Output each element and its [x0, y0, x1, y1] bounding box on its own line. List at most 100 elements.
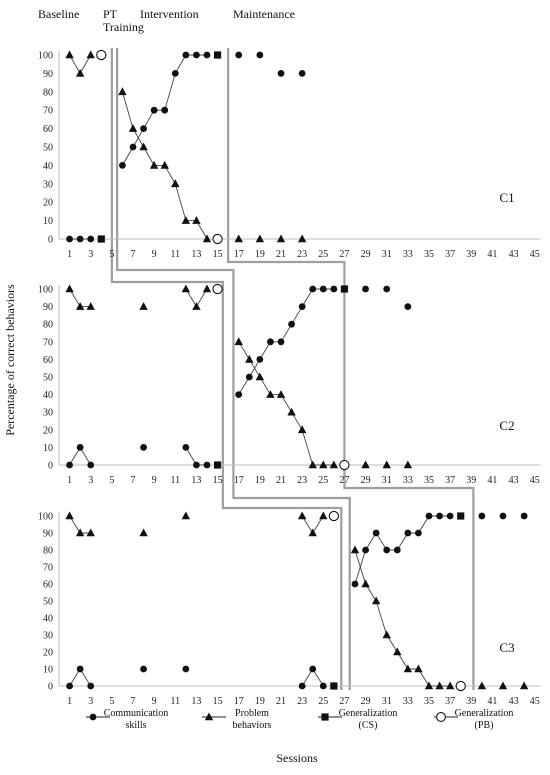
phase-label: Maintenance [233, 7, 295, 21]
x-tick-label: 17 [234, 249, 244, 260]
data-point-triangle [75, 68, 85, 77]
data-point-circle [256, 356, 264, 363]
x-tick-label: 21 [276, 249, 286, 260]
y-tick-label: 50 [43, 597, 53, 608]
x-tick-label: 43 [509, 696, 519, 707]
data-point-circle [119, 162, 126, 169]
x-tick-label: 9 [152, 249, 157, 260]
x-tick-label: 41 [487, 249, 497, 260]
data-point-circle [351, 580, 359, 588]
data-point-triangle [192, 216, 201, 224]
phase-label: Intervention [140, 7, 199, 21]
data-point-circle [193, 461, 200, 469]
data-point-open-circle [96, 49, 107, 61]
data-point-triangle [234, 234, 243, 243]
x-tick-label: 25 [318, 696, 328, 707]
data-point-circle [87, 682, 95, 690]
x-tick-label: 1 [67, 249, 72, 260]
data-point-triangle [297, 425, 307, 434]
data-point-triangle [181, 216, 191, 224]
series-line [354, 549, 451, 687]
series-triangle [65, 284, 413, 469]
legend-label: Communication skills [104, 708, 168, 731]
x-tick-label: 21 [276, 696, 286, 707]
phase-label: PT Training [103, 7, 144, 34]
series-circle [66, 285, 412, 469]
data-point-circle [140, 125, 147, 132]
data-point-triangle [75, 528, 85, 537]
x-tick-label: 1 [67, 475, 72, 486]
data-point-circle [235, 391, 243, 398]
data-point-triangle [118, 87, 127, 96]
x-tick-label: 27 [339, 475, 349, 486]
data-point-triangle [403, 460, 413, 469]
data-point-square [213, 461, 222, 469]
data-point-circle [372, 529, 380, 537]
data-point-square [97, 235, 105, 243]
data-point-triangle [403, 664, 413, 673]
x-tick-label: 27 [339, 696, 349, 707]
legend-marker-open-circle [436, 712, 446, 722]
x-tick-label: 33 [403, 249, 413, 260]
x-tick-label: 39 [466, 475, 476, 486]
data-point-circle [171, 70, 179, 77]
panel-label: C2 [499, 418, 514, 433]
x-tick-label: 5 [109, 475, 114, 486]
x-tick-label: 23 [297, 249, 307, 260]
data-point-circle [415, 529, 422, 537]
series-circle [66, 512, 528, 690]
x-tick-label: 3 [88, 696, 93, 707]
legend-item: Communication skills [86, 708, 168, 731]
x-tick-label: 7 [131, 696, 136, 707]
y-tick-label: 30 [43, 179, 53, 190]
x-tick-label: 33 [403, 475, 413, 486]
data-point-circle [404, 303, 412, 310]
y-tick-label: 0 [48, 682, 53, 693]
data-point-open-circle [328, 510, 340, 522]
y-tick-label: 90 [43, 69, 53, 80]
y-tick-label: 90 [43, 302, 53, 313]
data-point-circle [203, 461, 211, 469]
y-tick-label: 60 [43, 355, 53, 366]
data-point-circle [298, 303, 306, 310]
x-tick-label: 5 [109, 696, 114, 707]
x-tick-label: 15 [213, 475, 223, 486]
x-tick-label: 23 [297, 696, 307, 707]
x-tick-label: 35 [424, 249, 434, 260]
series-triangle [65, 511, 529, 690]
y-tick-label: 60 [43, 580, 53, 591]
data-point-circle [298, 70, 306, 77]
data-point-triangle [171, 179, 180, 188]
data-point-triangle [266, 390, 275, 398]
y-tick-label: 0 [48, 235, 53, 246]
x-tick-label: 43 [509, 249, 519, 260]
x-tick-label: 33 [403, 696, 413, 707]
x-tick-label: 7 [131, 249, 136, 260]
data-point-triangle [160, 160, 169, 169]
data-point-circle [319, 682, 327, 690]
x-tick-label: 45 [530, 696, 540, 707]
data-point-circle [182, 665, 190, 673]
y-tick-label: 80 [43, 320, 53, 331]
data-point-circle [520, 512, 528, 520]
x-tick-label: 11 [170, 475, 180, 486]
data-point-circle [404, 529, 412, 537]
x-tick-label: 35 [424, 475, 434, 486]
data-point-circle [393, 546, 401, 554]
data-point-triangle [297, 234, 307, 243]
data-point-open-circle [455, 680, 466, 692]
phase-change-line [110, 48, 343, 690]
data-point-circle [288, 320, 295, 328]
y-tick-label: 30 [43, 408, 53, 419]
x-tick-label: 15 [213, 696, 223, 707]
x-tick-label: 21 [276, 475, 286, 486]
x-tick-label: 25 [318, 249, 328, 260]
data-point-triangle [276, 390, 286, 398]
data-point-circle [129, 143, 137, 151]
x-tick-label: 9 [152, 475, 157, 486]
data-point-triangle [361, 460, 370, 469]
panel-label: C1 [499, 190, 514, 205]
x-tick-label: 11 [170, 249, 180, 260]
